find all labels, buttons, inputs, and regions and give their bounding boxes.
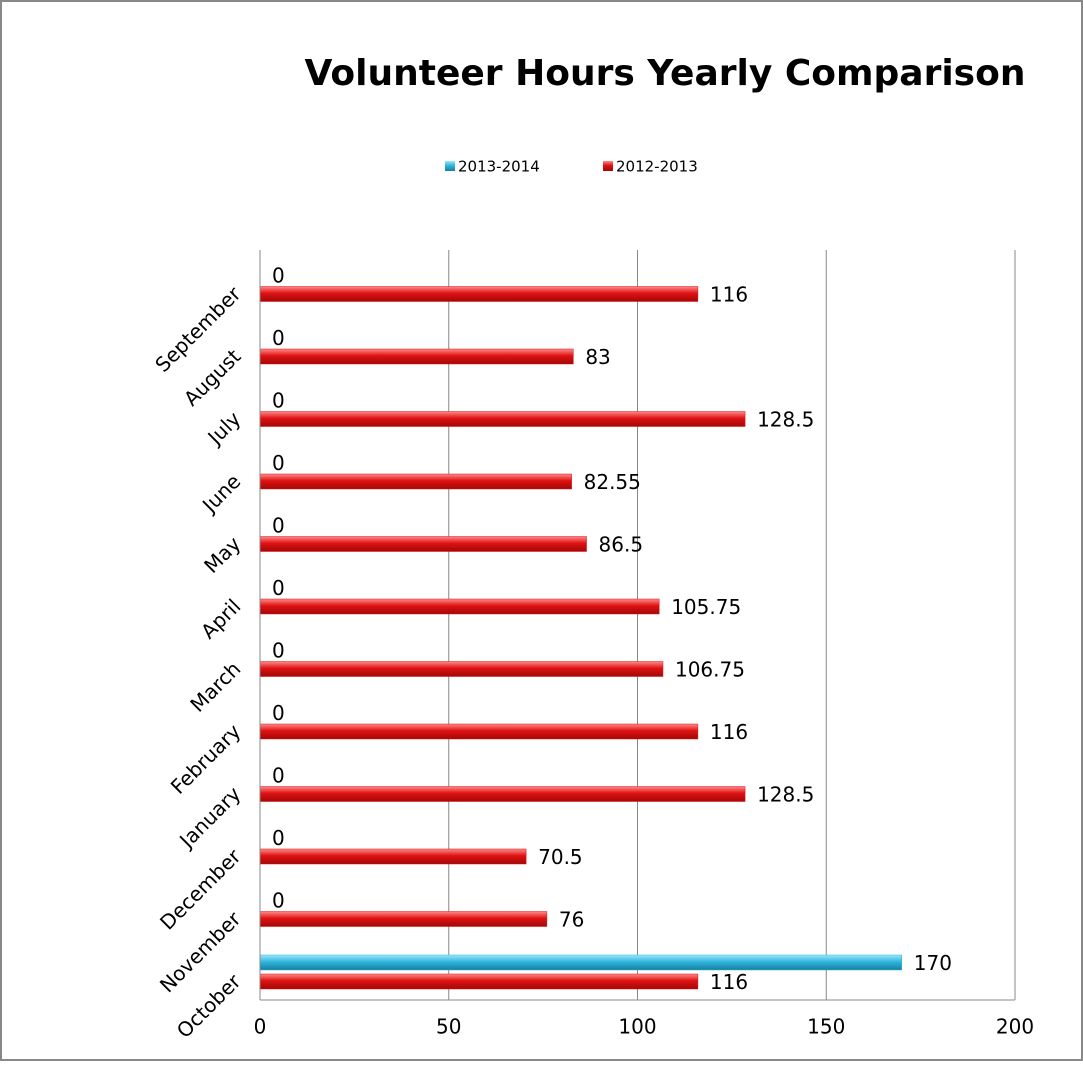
data-label: 116 [710,970,748,994]
data-label: 128.5 [757,783,814,807]
bar [259,723,699,740]
data-label: 0 [272,764,285,788]
data-label: 86.5 [599,533,644,557]
data-label: 0 [272,576,285,600]
data-label: 0 [272,326,285,350]
chart-title: Volunteer Hours Yearly Comparison [305,53,1026,94]
legend-swatch [445,161,455,171]
data-label: 0 [272,451,285,475]
bar [259,348,574,365]
data-label: 106.75 [675,658,745,682]
data-label: 105.75 [671,595,741,619]
data-label: 83 [585,345,610,369]
bar [259,661,664,677]
data-label: 76 [559,908,584,932]
bar [259,973,699,990]
data-label: 0 [272,639,285,663]
bar [259,848,527,865]
x-tick-label: 150 [807,1015,845,1039]
bar [259,786,746,802]
bar [259,536,587,552]
data-label: 0 [272,826,285,850]
bar [259,286,699,302]
data-label: 116 [710,720,748,744]
legend-label: 2012-2013 [616,158,698,176]
bar [259,411,746,427]
bar [259,954,902,971]
data-label: 116 [710,283,748,307]
data-label: 0 [272,514,285,538]
legend-swatch [603,161,613,171]
data-label: 0 [272,701,285,725]
bar [259,911,548,927]
legend-label: 2013-2014 [458,158,540,176]
data-label: 0 [272,389,285,413]
x-tick-label: 0 [254,1015,267,1039]
data-label: 70.5 [538,845,583,869]
data-label: 82.55 [584,470,641,494]
data-label: 128.5 [757,408,814,432]
x-tick-label: 200 [996,1015,1034,1039]
x-tick-label: 50 [436,1015,461,1039]
data-label: 170 [914,951,952,975]
data-label: 0 [272,889,285,913]
bar [259,473,572,490]
bar [259,598,660,615]
data-label: 0 [272,264,285,288]
x-tick-label: 100 [618,1015,656,1039]
